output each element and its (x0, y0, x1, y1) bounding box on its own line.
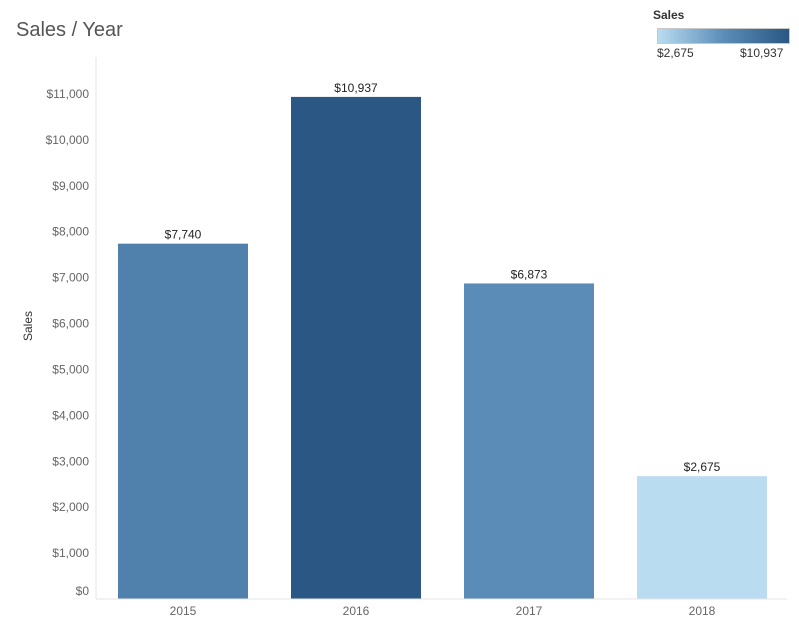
y-tick-label: $11,000 (47, 87, 90, 101)
y-tick-label: $7,000 (52, 271, 89, 285)
y-tick-label: $8,000 (52, 225, 89, 239)
data-label-2018: $2,675 (684, 460, 721, 474)
data-label-2017: $6,873 (511, 267, 548, 281)
legend-title: Sales (653, 8, 685, 22)
x-tick-label-2017: 2017 (516, 604, 543, 618)
x-axis: 2015 2016 2017 2018 (96, 598, 787, 618)
bar-2018[interactable] (637, 476, 767, 599)
legend-min-label: $2,675 (657, 46, 694, 60)
x-tick-label-2018: 2018 (689, 604, 716, 618)
bar-2017[interactable] (464, 283, 594, 599)
y-axis-label: Sales (21, 311, 35, 341)
y-tick-label: $4,000 (52, 408, 89, 422)
legend-labels: $2,675 $10,937 (652, 46, 792, 60)
x-tick-label-2015: 2015 (170, 604, 197, 618)
y-tick-label: $6,000 (52, 317, 89, 331)
y-tick-label: $10,000 (46, 133, 90, 147)
chart-title: Sales / Year (16, 19, 123, 41)
y-tick-label: $3,000 (52, 454, 89, 468)
plot-area: $7,740 $10,937 $6,873 $2,675 (118, 81, 767, 599)
data-label-2016: $10,937 (334, 81, 378, 95)
color-legend: Sales $2,675 $10,937 (652, 8, 792, 60)
legend-max-label: $10,937 (740, 46, 784, 60)
y-axis: $0 $1,000 $2,000 $3,000 $4,000 $5,000 $6,000 $7… (46, 57, 97, 599)
y-tick-label: $5,000 (52, 362, 89, 376)
y-tick-label: $1,000 (52, 546, 89, 560)
legend-gradient-bar (657, 28, 790, 44)
y-tick-label: $0 (76, 584, 90, 598)
x-tick-label-2016: 2016 (343, 604, 370, 618)
bar-2015[interactable] (118, 243, 248, 599)
bar-2016[interactable] (291, 96, 421, 599)
data-label-2015: $7,740 (165, 228, 202, 242)
y-tick-label: $2,000 (52, 500, 89, 514)
y-tick-label: $9,000 (52, 179, 89, 193)
